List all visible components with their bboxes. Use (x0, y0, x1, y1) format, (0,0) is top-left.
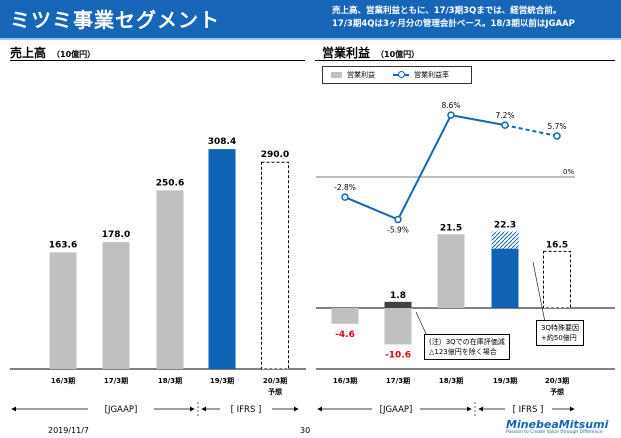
sales-category-20-3: 20/3期 (263, 376, 287, 385)
brand-tagline: Passion to Create Value through Differen… (506, 430, 603, 435)
margin-point-18-3 (447, 111, 455, 119)
note-right-leader (532, 261, 546, 323)
sales-category-17-3: 17/3期 (104, 376, 128, 385)
sales-bar-18-3 (156, 190, 184, 369)
margin-point-20-3 (553, 132, 561, 140)
profit-panel-title: 営業利益 （10億円） (322, 44, 419, 61)
note-right-line1: 3Q特殊要因 (541, 324, 579, 332)
profit-special-factor-19-3 (491, 231, 519, 249)
legend-line-label: 営業利益率 (414, 71, 449, 79)
note-left-leader (415, 311, 429, 339)
profit-category-19-3: 19/3期 (493, 376, 517, 385)
margin-point-19-3 (501, 121, 509, 129)
profit-bands: [JGAAP] [ IFRS ] (317, 402, 575, 416)
sales-bands: [JGAAP] [ IFRS ] (11, 402, 299, 416)
footer-date: 2019/11/7 (48, 426, 90, 435)
legend-bar-label: 営業利益 (347, 71, 375, 79)
profit-title-underline (315, 60, 615, 61)
profit-title-text: 営業利益 (322, 46, 371, 60)
profit-category-18-3: 18/3期 (439, 376, 463, 385)
profit-ifrs-label: [ IFRS ] (513, 405, 544, 415)
profit-bar-18-3 (437, 234, 465, 308)
margin-line (344, 113, 506, 221)
margin-value-18-3: 8.6% (441, 101, 460, 110)
header-note-line1: 売上高、営業利益ともに、17/3期3Qまでは、経営統合前。 (332, 6, 562, 16)
margin-value-17-3: -5.9% (387, 225, 409, 234)
profit-category-16-3: 16/3期 (333, 376, 357, 385)
sales-category-19-3: 19/3期 (210, 376, 234, 385)
sales-value-16-3: 163.6 (49, 240, 77, 250)
sales-ifrs-label: [ IFRS ] (231, 405, 262, 415)
note-special-factor: 3Q特殊要因 +約50億円 (536, 320, 584, 346)
sales-unit: （10億円） (52, 50, 96, 59)
profit-adjusted-bar-17-3 (384, 301, 412, 308)
note-left-line1: (注）3Qでの在庫評価減 (429, 338, 505, 346)
footer-page-number: 30 (300, 426, 311, 435)
sales-bar-20-3 (261, 161, 289, 370)
profit-value-18-3: 21.5 (440, 223, 462, 233)
sales-panel-title: 売上高 （10億円） (10, 44, 95, 61)
profit-category-17-3: 17/3期 (386, 376, 410, 385)
note-left-line2: △123億円を除く場合 (429, 348, 497, 356)
margin-value-16-3: -2.8% (334, 183, 356, 192)
profit-value-17-3: -10.6 (385, 350, 411, 360)
profit-value-16-3: -4.6 (335, 330, 355, 340)
page-title: ミツミ事業セグメント (10, 8, 220, 32)
profit-category-20-3: 20/3期 (545, 376, 569, 385)
profit-bar-16-3 (331, 308, 359, 324)
brand-logo: MinebeaMitsumi (506, 418, 609, 431)
sales-value-18-3: 250.6 (156, 178, 184, 188)
header-bar: ミツミ事業セグメント 売上高、営業利益ともに、17/3期3Qまでは、経営統合前。… (0, 0, 621, 38)
profit-value-19-3: 22.3 (494, 221, 516, 231)
sales-value-20-3: 290.0 (261, 150, 289, 160)
legend-marker-icon (398, 71, 405, 78)
margin-value-20-3: 5.7% (547, 122, 566, 131)
legend-bar-swatch (331, 72, 342, 78)
sales-jgaap-label: [JGAAP] (105, 405, 138, 415)
note-right-line2: +約50億円 (541, 334, 577, 342)
note-inventory-writedown: (注）3Qでの在庫評価減 △123億円を除く場合 (424, 334, 510, 360)
margin-line-forecast (504, 124, 558, 137)
sales-title-underline (10, 60, 305, 61)
profit-legend: 営業利益 営業利益率 (322, 66, 472, 84)
sales-title-text: 売上高 (10, 46, 47, 60)
profit-adjusted-value-17-3: 1.8 (390, 291, 406, 301)
margin-value-19-3: 7.2% (495, 111, 514, 120)
sales-category-18-3: 18/3期 (158, 376, 182, 385)
margin-point-16-3 (341, 193, 349, 201)
header-note: 売上高、営業利益ともに、17/3期3Qまでは、経営統合前。 17/3期4Qは3ヶ… (332, 5, 617, 31)
profit-bar-17-3 (384, 308, 412, 345)
header-divider (0, 38, 621, 40)
sales-category-16-3: 16/3期 (51, 376, 75, 385)
profit-jgaap-label: [JGAAP] (380, 405, 413, 415)
sales-bar-19-3 (208, 149, 236, 369)
sales-forecast-label: 予想 (268, 387, 282, 396)
header-note-line2: 17/3期4Qは3ヶ月分の管理会計ベース。18/3期以前はJGAAP (332, 19, 575, 29)
margin-zero-label: 0% (563, 168, 574, 176)
margin-point-17-3 (394, 215, 402, 224)
profit-bar-20-3 (543, 250, 571, 309)
profit-forecast-label: 予想 (550, 387, 564, 396)
sales-bar-16-3 (49, 252, 77, 369)
sales-bar-17-3 (102, 242, 130, 369)
sales-value-19-3: 308.4 (208, 137, 236, 147)
profit-unit: （10億円） (376, 50, 420, 59)
sales-value-17-3: 178.0 (102, 230, 130, 240)
profit-value-20-3: 16.5 (546, 240, 568, 250)
